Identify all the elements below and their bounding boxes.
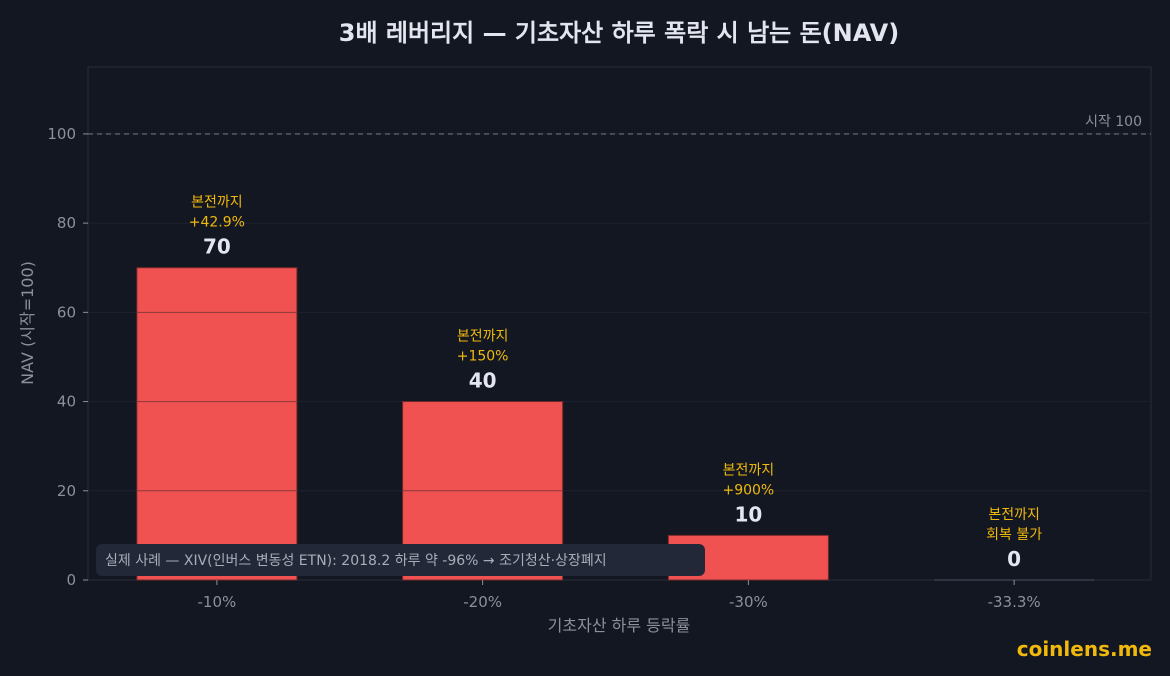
- bar-annotation: 회복 불가: [986, 527, 1042, 543]
- note-background: [96, 544, 705, 576]
- chart-title: 3배 레버리지 — 기초자산 하루 폭락 시 남는 돈(NAV): [339, 19, 899, 47]
- bar-annotation: +150%: [457, 349, 509, 365]
- bar-annotation: +42.9%: [189, 215, 245, 231]
- bar-value-label: 0: [1007, 547, 1021, 571]
- y-tick-label: 100: [47, 125, 76, 143]
- bar-annotation: +900%: [722, 482, 774, 498]
- x-tick-label: -20%: [463, 593, 502, 611]
- x-tick-label: -10%: [197, 593, 236, 611]
- bar-annotation: 본전까지: [457, 329, 509, 345]
- bar-value-label: 70: [203, 235, 231, 259]
- x-tick-label: -33.3%: [988, 593, 1041, 611]
- x-tick-label: -30%: [729, 593, 768, 611]
- y-tick-label: 60: [57, 303, 76, 321]
- bar-value-label: 10: [734, 502, 762, 526]
- bar-value-label: 40: [469, 369, 497, 393]
- y-tick-label: 80: [57, 214, 76, 232]
- bar: [136, 267, 298, 581]
- bar-annotation: 본전까지: [723, 462, 775, 478]
- y-tick-label: 0: [66, 571, 76, 589]
- y-tick-label: 40: [57, 393, 76, 411]
- labels-group: 70 본전까지 +42.9% 40 본전까지 +150% 10 본전까지 +900% 0 본전까지회…: [189, 195, 1042, 571]
- y-axis-label: NAV (시작=100): [18, 261, 37, 385]
- reference-line-group: 시작 100: [88, 114, 1151, 135]
- x-axis-label: 기초자산 하루 등락률: [548, 616, 691, 635]
- brand-watermark: coinlens.me: [1017, 637, 1152, 661]
- bar-annotation: 본전까지: [988, 507, 1040, 523]
- reference-line-label: 시작 100: [1085, 114, 1142, 130]
- note-box: 실제 사례 — XIV(인버스 변동성 ETN): 2018.2 하루 약 -9…: [96, 544, 705, 576]
- note-text: 실제 사례 — XIV(인버스 변동성 ETN): 2018.2 하루 약 -9…: [105, 553, 607, 569]
- y-tick-label: 20: [57, 482, 76, 500]
- bar-annotation: 본전까지: [191, 195, 243, 211]
